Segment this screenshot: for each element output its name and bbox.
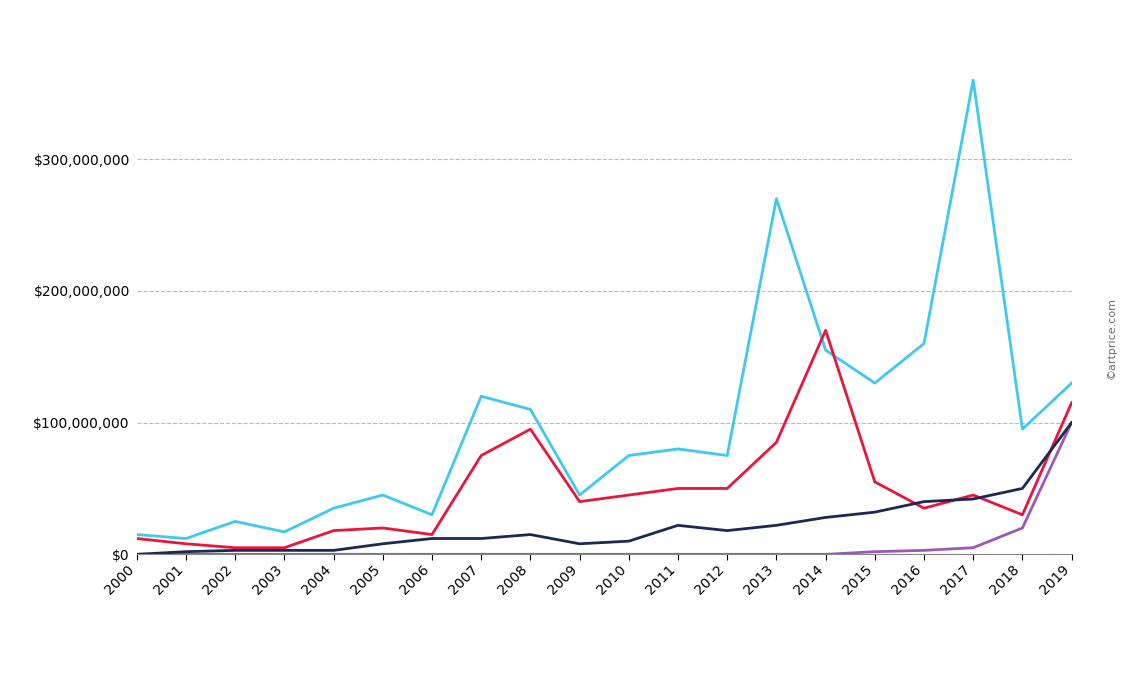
Jean-Michel Basquiat [868, 379, 881, 387]
Kaws [327, 550, 341, 558]
Jeff Koons [720, 485, 734, 493]
Jeff Koons [277, 544, 291, 552]
Jeff Koons [228, 544, 242, 552]
Jeff Koons [671, 485, 685, 493]
Jean-Michel Basquiat [277, 528, 291, 536]
Kaws [1065, 418, 1078, 427]
Kaws [572, 550, 586, 558]
Kaws [770, 550, 783, 558]
Yoshitomo Nara [228, 546, 242, 554]
Kaws [622, 550, 636, 558]
Kaws [474, 550, 488, 558]
Line: Jean-Michel Basquiat: Jean-Michel Basquiat [137, 80, 1072, 539]
Jeff Koons [179, 539, 193, 548]
Jean-Michel Basquiat [770, 195, 783, 203]
Jeff Koons [425, 531, 439, 539]
Kaws [967, 544, 980, 552]
Yoshitomo Nara [819, 513, 832, 521]
Yoshitomo Nara [130, 550, 144, 558]
Jeff Koons [1065, 399, 1078, 407]
Jeff Koons [523, 425, 537, 433]
Jean-Michel Basquiat [523, 406, 537, 414]
Jean-Michel Basquiat [130, 531, 144, 539]
Jean-Michel Basquiat [918, 339, 931, 347]
Jean-Michel Basquiat [622, 452, 636, 460]
Kaws [523, 550, 537, 558]
Yoshitomo Nara [179, 548, 193, 556]
Jean-Michel Basquiat [474, 392, 488, 400]
Jean-Michel Basquiat [819, 346, 832, 354]
Kaws [918, 546, 931, 554]
Yoshitomo Nara [720, 527, 734, 535]
Jean-Michel Basquiat [572, 491, 586, 499]
Jeff Koons [868, 478, 881, 486]
Line: Kaws: Kaws [137, 422, 1072, 554]
Yoshitomo Nara [967, 495, 980, 503]
Line: Yoshitomo Nara: Yoshitomo Nara [137, 422, 1072, 554]
Yoshitomo Nara [425, 535, 439, 543]
Yoshitomo Nara [918, 498, 931, 506]
Kaws [671, 550, 685, 558]
Kaws [819, 550, 832, 558]
Text: ©artprice.com: ©artprice.com [1107, 297, 1116, 379]
Jeff Koons [130, 535, 144, 543]
Yoshitomo Nara [474, 535, 488, 543]
Jeff Koons [622, 491, 636, 499]
Jeff Koons [918, 504, 931, 512]
Yoshitomo Nara [523, 531, 537, 539]
Jeff Koons [1016, 511, 1029, 519]
Yoshitomo Nara [327, 546, 341, 554]
Jean-Michel Basquiat [720, 452, 734, 460]
Jean-Michel Basquiat [671, 445, 685, 453]
Jeff Koons [376, 524, 390, 532]
Jean-Michel Basquiat [376, 491, 390, 499]
Jeff Koons [572, 498, 586, 506]
Jean-Michel Basquiat [327, 504, 341, 512]
Yoshitomo Nara [868, 508, 881, 516]
Yoshitomo Nara [572, 539, 586, 548]
Yoshitomo Nara [622, 537, 636, 546]
Yoshitomo Nara [671, 521, 685, 529]
Yoshitomo Nara [277, 546, 291, 554]
Jeff Koons [770, 438, 783, 446]
Kaws [376, 550, 390, 558]
Kaws [425, 550, 439, 558]
Line: Jeff Koons: Jeff Koons [137, 331, 1072, 548]
Kaws [130, 550, 144, 558]
Kaws [228, 550, 242, 558]
Yoshitomo Nara [1016, 485, 1029, 493]
Jean-Michel Basquiat [425, 511, 439, 519]
Kaws [868, 548, 881, 556]
Kaws [1016, 524, 1029, 532]
Kaws [720, 550, 734, 558]
Kaws [277, 550, 291, 558]
Jean-Michel Basquiat [1065, 379, 1078, 387]
Jeff Koons [819, 327, 832, 335]
Jean-Michel Basquiat [1016, 425, 1029, 433]
Jean-Michel Basquiat [228, 517, 242, 525]
Yoshitomo Nara [376, 539, 390, 548]
Jeff Koons [474, 452, 488, 460]
Jeff Koons [967, 491, 980, 499]
Kaws [179, 550, 193, 558]
Jeff Koons [327, 527, 341, 535]
Jean-Michel Basquiat [967, 76, 980, 84]
Jean-Michel Basquiat [179, 535, 193, 543]
Yoshitomo Nara [1065, 418, 1078, 427]
Yoshitomo Nara [770, 521, 783, 529]
